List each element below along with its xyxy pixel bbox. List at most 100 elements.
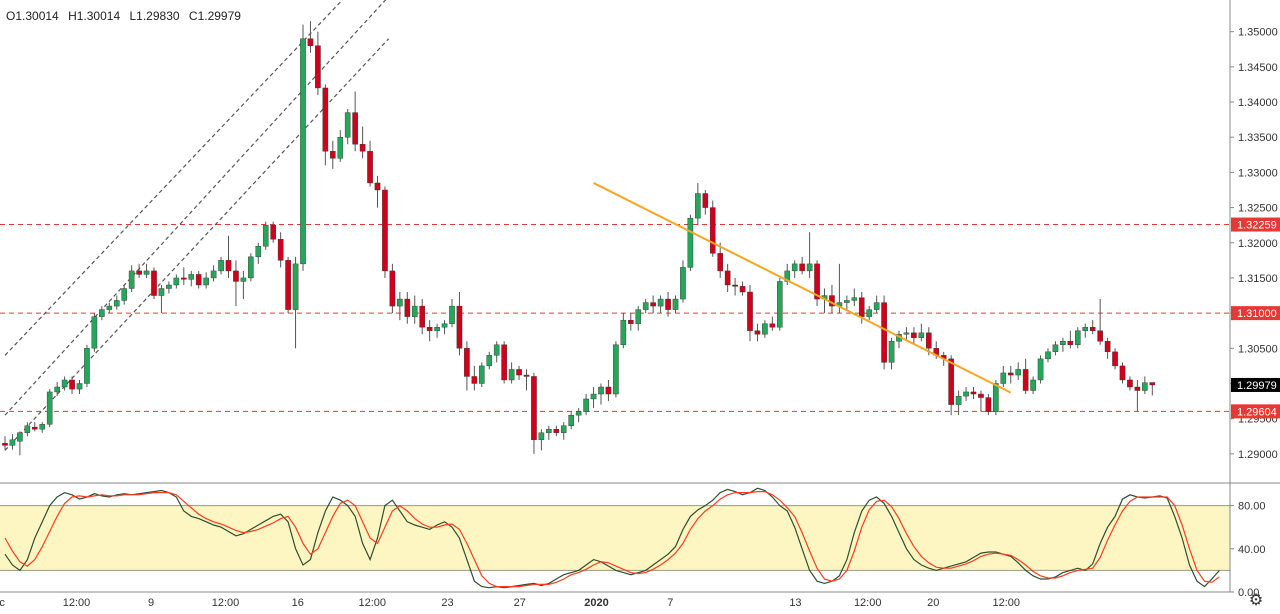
candle-body [225,260,232,272]
candle-body [493,344,500,356]
level-price-badge-bg [1231,404,1280,419]
candle [866,306,872,321]
candle-body [724,270,731,286]
trendline-layer[interactable] [593,182,1012,394]
time-tick-label: 12:00 [212,597,240,609]
ohlc-low-value: 1.29830 [136,9,180,23]
candle-body [233,270,239,282]
candle [709,200,716,257]
candle-body [389,270,396,307]
candle [404,292,411,324]
candle [121,284,127,305]
candle-body [560,425,567,433]
candle-body [128,270,135,289]
price-tick-label: 1.35000 [1238,27,1278,39]
candle-body [46,391,53,425]
candle-body [1112,351,1118,367]
horizontal-levels-layer[interactable] [0,224,1230,412]
candle-body [113,300,120,307]
candle-body [464,348,470,377]
candle-body [255,246,262,258]
candle-body [270,224,277,240]
candle-body [858,297,865,317]
candle-body [180,277,187,280]
candle-body [471,376,478,384]
channel-line[interactable] [4,38,390,451]
level-price-badge: 1.29604 [1231,404,1280,419]
candle-body [434,326,440,331]
candle [605,379,612,402]
candle [419,299,426,335]
candle [672,295,679,314]
candle [724,263,731,293]
candle [881,295,887,370]
candle-body [1082,326,1089,331]
candle [873,295,880,314]
channel-line[interactable] [4,0,392,356]
candle [99,306,105,321]
candle-body [1000,372,1007,384]
candle-body [777,281,783,328]
channel-line[interactable] [4,0,389,416]
candle [54,382,60,397]
candle [598,383,604,405]
trendline[interactable] [593,182,1012,394]
candle-body [262,224,269,247]
candle-body [397,298,403,307]
candle-body [978,393,984,398]
candle-body [166,284,172,289]
candle [486,351,493,370]
candle-body [449,305,455,324]
candle [151,267,157,300]
candle-body [1045,351,1051,360]
candle-body [851,297,858,301]
candle-body [367,151,373,184]
candle-body [486,355,493,367]
candle [1134,379,1141,412]
candle-body [158,288,165,296]
candle [739,281,746,296]
candle [76,379,83,395]
gear-icon[interactable]: ⚙ [1248,590,1264,609]
time-axis[interactable]: ec 12:00 9 12:00 16 12:00 23 27 2020 7 13 12:00 20 12… [0,597,1020,609]
candle-body [583,398,589,412]
candle-body [300,38,306,265]
candle [650,295,656,314]
candle-body [106,305,113,310]
candle [1119,362,1126,384]
candle [665,292,671,317]
candle-body [426,326,433,331]
candle-body [173,277,180,286]
candle [277,232,284,268]
candle [523,369,530,391]
price-axis[interactable]: 1.35000 1.34500 1.34000 1.33500 1.33000 1.325… [1230,27,1278,599]
candle [426,320,433,342]
candle-body [277,239,284,261]
time-tick-label: 2020 [584,597,608,609]
candle [1022,358,1029,395]
candle-body [84,348,90,384]
channel-lines-layer[interactable] [4,0,392,451]
candle [628,313,634,331]
candle [166,281,172,294]
candle-body [665,298,671,310]
candle [307,21,314,53]
candle-body [143,270,150,275]
candle-body [642,302,649,310]
candle-body [873,302,880,310]
candle [240,270,247,300]
candle-body [1007,372,1014,376]
candle-body [918,332,925,338]
time-tick-label: 7 [667,597,673,609]
candle-body [307,38,314,46]
oscillator-tick-label: 80.00 [1238,501,1266,513]
candle [24,422,31,437]
candle [501,341,507,384]
candle-body [695,193,701,219]
candle [888,337,895,370]
candle-body [210,270,217,279]
candle-body [39,424,46,430]
candle-body [948,358,954,405]
